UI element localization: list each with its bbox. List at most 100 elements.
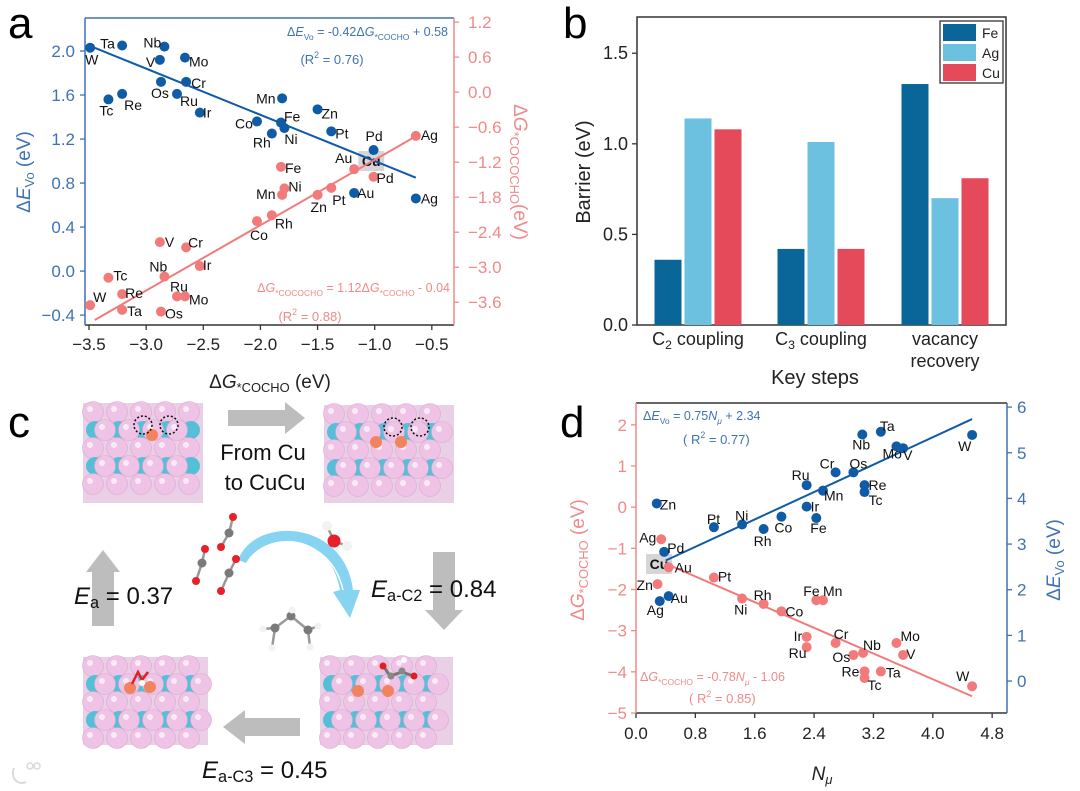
data-point-cr — [181, 76, 192, 87]
data-point-ag — [410, 193, 421, 204]
slab-atom-pink — [395, 403, 417, 425]
data-point-ir — [194, 261, 205, 272]
slab-atom-pink — [427, 709, 449, 731]
x-tick-label: 3.2 — [862, 724, 886, 743]
cu-atom — [124, 682, 136, 694]
atom-highlight — [376, 480, 382, 486]
data-point-v — [898, 649, 909, 660]
data-point-v — [154, 54, 165, 65]
atom-highlight — [328, 444, 334, 450]
point-label: Nb — [149, 259, 167, 275]
point-label: Pd — [366, 128, 383, 144]
point-label: Ta — [127, 303, 142, 319]
data-point-tc — [859, 673, 870, 684]
text-segment: E — [14, 187, 35, 200]
slab-atom-pink — [130, 473, 152, 495]
slab-atom-pink — [335, 421, 357, 443]
slab-atom-pink — [319, 655, 341, 677]
atom-highlight — [183, 406, 189, 412]
slab-atom-pink — [166, 455, 188, 477]
y-axis-title: Barrier (eV) — [573, 120, 595, 223]
x-tick-label: 1.6 — [743, 724, 767, 743]
text-segment: G — [509, 117, 530, 132]
point-label: Rh — [754, 587, 772, 603]
left-y-tick-label: 1.2 — [51, 130, 75, 149]
panel-label-a: a — [8, 0, 33, 48]
atom-highlight — [408, 714, 414, 720]
text-segment: Δ — [568, 608, 589, 621]
data-point-ru — [171, 291, 182, 302]
point-label: Cr — [191, 75, 206, 91]
data-point-re — [859, 480, 870, 491]
atom-highlight — [328, 480, 334, 486]
adsorbate-bond — [382, 666, 414, 678]
atom — [303, 625, 313, 635]
data-point-ta — [117, 40, 128, 51]
atom-highlight — [372, 660, 378, 666]
data-point-rh — [266, 210, 277, 221]
adsorbate-atom — [398, 667, 406, 675]
x-axis-title: Nμ — [812, 764, 833, 787]
atom-highlight — [372, 696, 378, 702]
text-segment: 2 — [700, 430, 705, 440]
data-point-nb — [159, 271, 170, 282]
text-segment: (eV) — [14, 131, 35, 172]
slab-atom-pink — [419, 439, 441, 461]
x-tick-label: −1.0 — [358, 335, 392, 354]
data-point-pt — [326, 126, 337, 137]
point-label: Ru — [180, 93, 198, 109]
slab-atom-pink — [419, 403, 441, 425]
slab-atom-pink — [355, 709, 377, 731]
slab-atom-pink — [347, 403, 369, 425]
atom-highlight — [99, 460, 105, 466]
slab-atom-pink — [415, 691, 437, 713]
x-tick-label: 4.8 — [980, 724, 1004, 743]
text-segment: = 0.85) — [711, 691, 755, 706]
point-label: Mo — [900, 628, 920, 644]
atom-highlight — [111, 660, 117, 666]
atom-highlight — [135, 660, 141, 666]
point-label: Ir — [794, 628, 803, 644]
slab-atom-pink — [82, 437, 104, 459]
atom-highlight — [412, 462, 418, 468]
point-label: Pt — [707, 511, 720, 527]
slab-atom-pink — [106, 473, 128, 495]
text-segment: Δ — [643, 409, 651, 423]
point-label: Zn — [322, 105, 338, 121]
text-segment: = 0.88) — [297, 309, 341, 324]
data-point-w — [967, 429, 978, 440]
atom-highlight — [396, 696, 402, 702]
text-segment: recovery — [910, 351, 979, 371]
point-label: W — [85, 52, 99, 68]
x-axis-title: Key steps — [771, 367, 859, 389]
fit-equation: ΔG*COCOCHO = 1.12ΔG*COCHO - 0.04 — [257, 281, 450, 298]
atom-highlight — [99, 424, 105, 430]
atom-highlight — [352, 444, 358, 450]
atom-highlight — [424, 408, 430, 414]
left-y-axis-title: ΔG*COCHO (eV) — [568, 499, 591, 621]
data-point-fe — [811, 513, 822, 524]
point-label: Ag — [421, 127, 438, 143]
slab-atom-pink — [178, 401, 200, 423]
text-segment: a-C3 — [218, 768, 253, 786]
atom-highlight — [384, 714, 390, 720]
slab-atom-pink — [142, 455, 164, 477]
slab-atom-pink — [178, 655, 200, 677]
text-segment: (R — [278, 309, 292, 324]
right-y-axis-title: ΔEVo (eV) — [1044, 519, 1067, 601]
slab-atom-pink — [383, 457, 405, 479]
point-label: Cr — [188, 234, 203, 250]
atom — [306, 643, 314, 651]
point-label: Re — [869, 477, 887, 493]
atom-highlight — [364, 426, 370, 432]
atom-highlight — [436, 426, 442, 432]
atom-highlight — [412, 426, 418, 432]
slab-atom-pink — [82, 691, 104, 713]
point-label: Zn — [660, 496, 676, 512]
chart-panel-d: 0.0 0.8 1.6 2.4 3.2 4.0 4.8 2 1 0 −1 −2 −3 −4 −5 6 5 4 3 2 1… — [568, 398, 1067, 787]
atom-highlight — [123, 678, 129, 684]
data-point-w — [85, 42, 96, 53]
slab-atom-pink — [118, 709, 140, 731]
data-point-pd — [368, 145, 379, 156]
point-label: Os — [849, 455, 867, 471]
